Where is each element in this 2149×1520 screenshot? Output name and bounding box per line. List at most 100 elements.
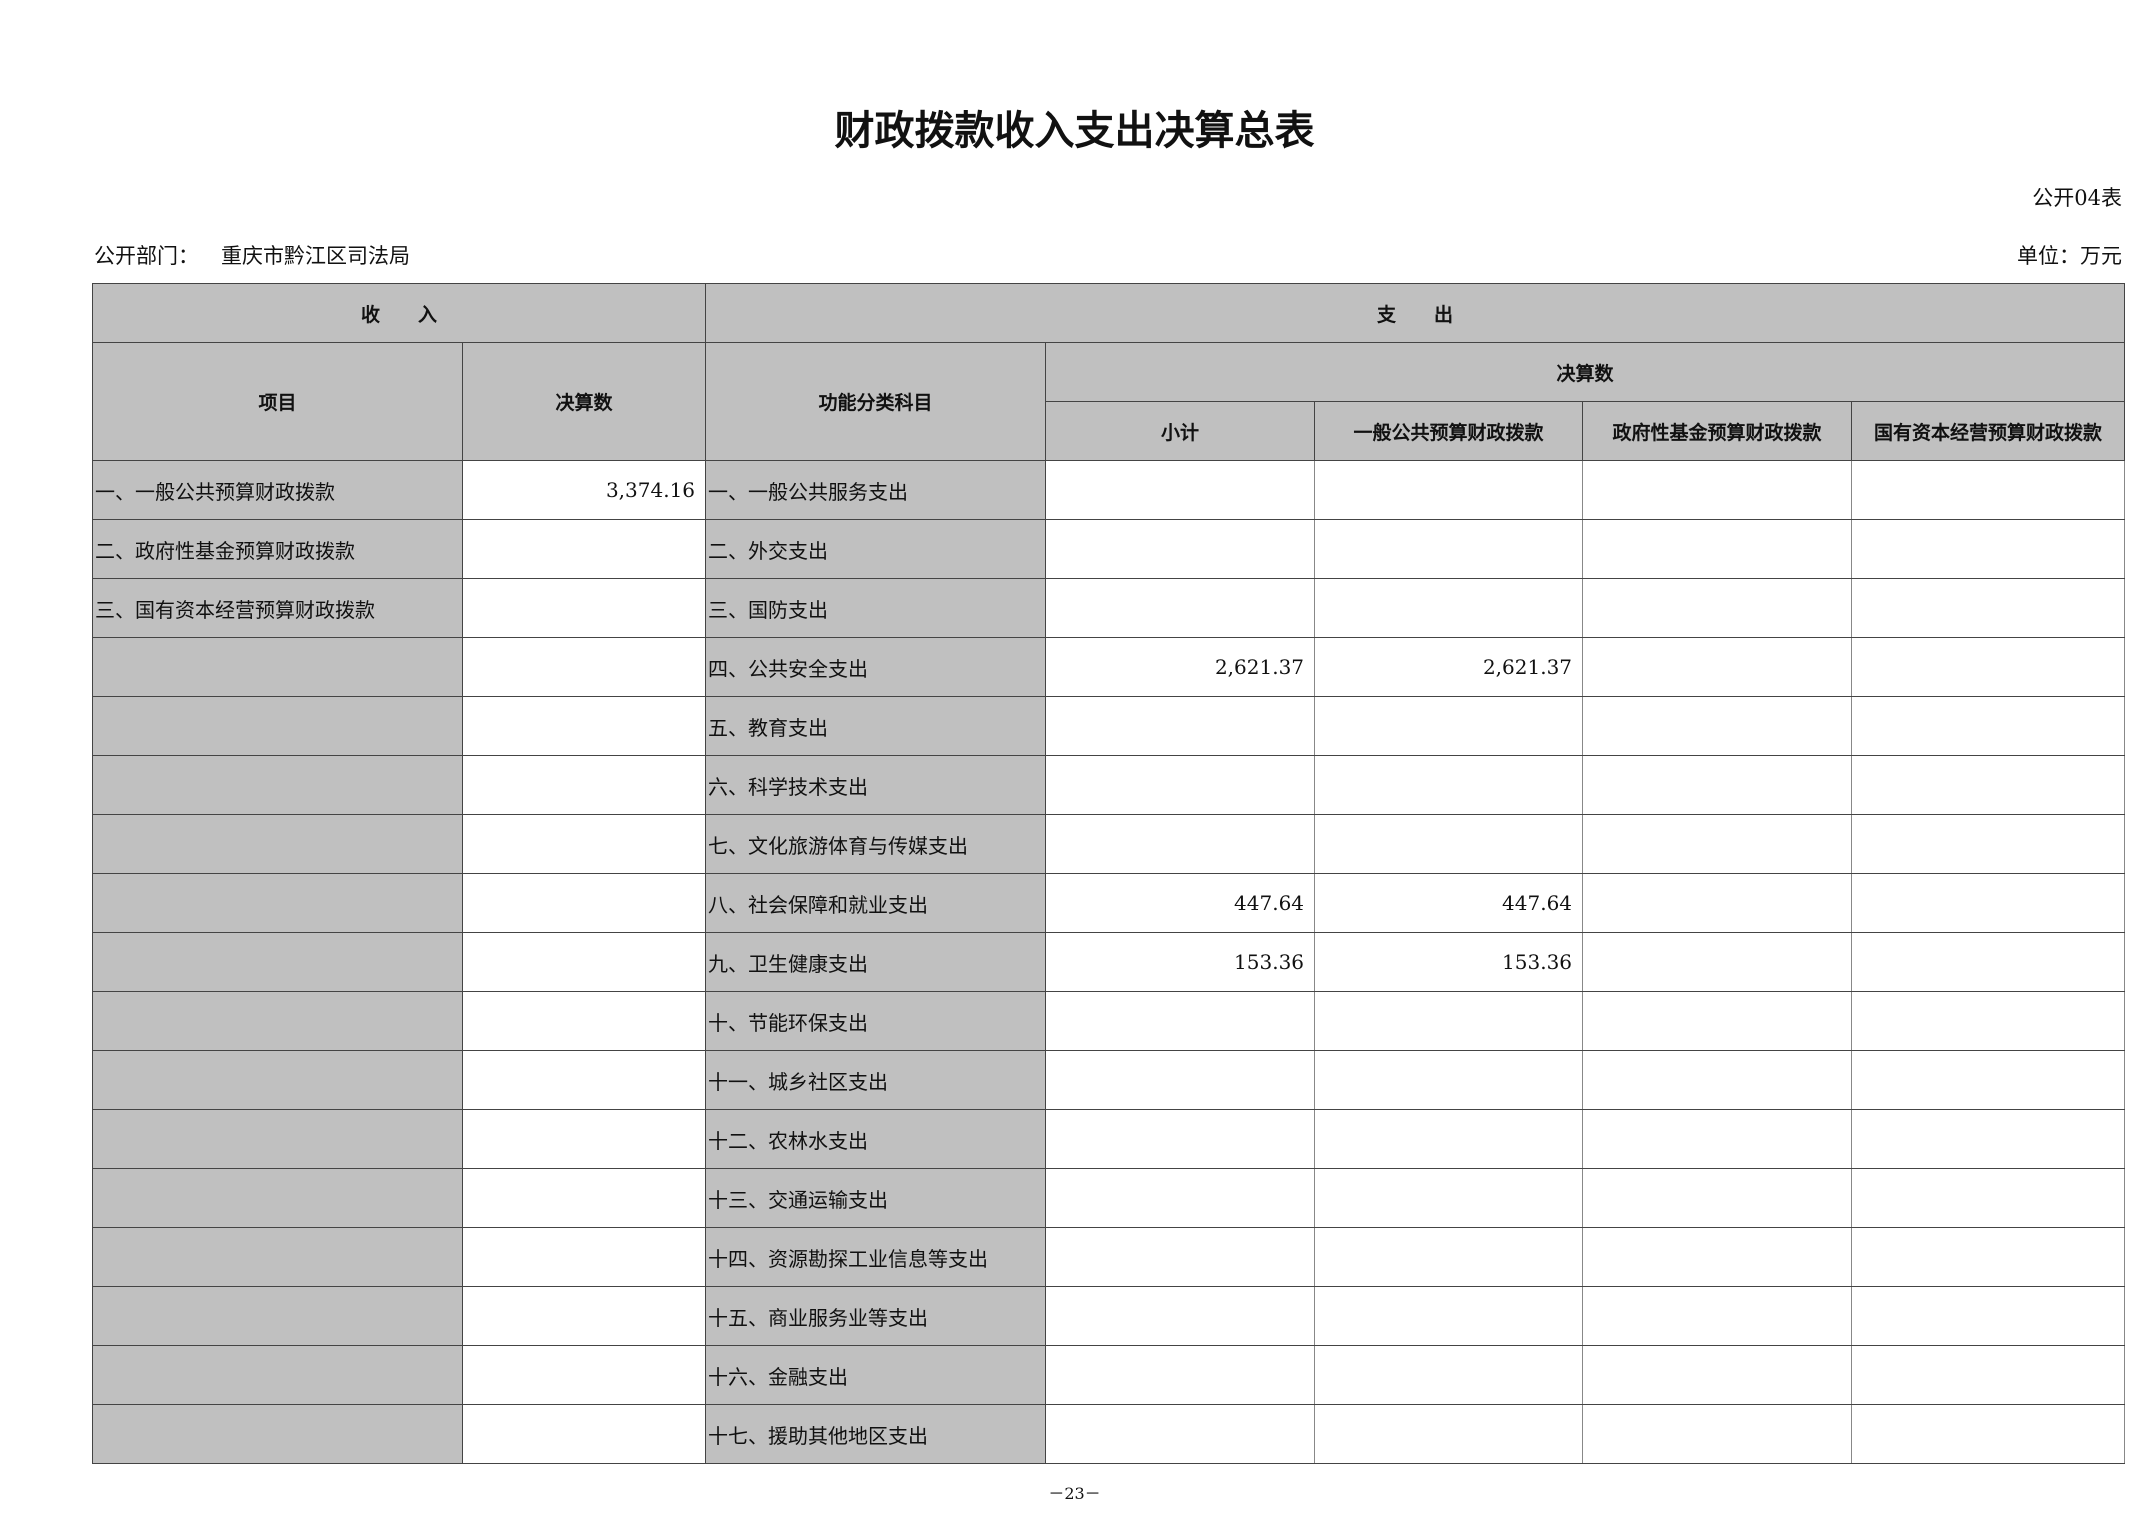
function-category-header: 功能分类科目 xyxy=(705,342,1047,461)
general-public-cell: 2,621.37 xyxy=(1314,637,1584,697)
state-capital-cell xyxy=(1851,696,2126,756)
income-item-cell: 三、国有资本经营预算财政拨款 xyxy=(92,578,463,638)
income-amount-cell xyxy=(461,1345,707,1405)
table-row: 十、节能环保支出 xyxy=(92,991,2126,1051)
table-number: 公开04表 xyxy=(2032,186,2122,210)
income-item-cell xyxy=(92,1345,463,1405)
state-capital-cell xyxy=(1851,932,2126,992)
category-cell: 十、节能环保支出 xyxy=(705,991,1047,1051)
income-amount-cell xyxy=(461,696,707,756)
category-cell: 十三、交通运输支出 xyxy=(705,1168,1047,1228)
government-fund-cell xyxy=(1582,1227,1853,1287)
general-public-cell: 153.36 xyxy=(1314,932,1584,992)
header-row-2: 项目 决算数 功能分类科目 决算数 xyxy=(92,342,2126,461)
general-public-cell xyxy=(1314,1227,1584,1287)
income-amount-cell: 3,374.16 xyxy=(461,460,707,520)
subtotal-cell xyxy=(1045,460,1316,520)
subtotal-cell xyxy=(1045,755,1316,815)
income-item-cell xyxy=(92,991,463,1051)
government-fund-cell xyxy=(1582,932,1853,992)
income-amount-cell xyxy=(461,814,707,874)
table-row: 八、社会保障和就业支出 447.64 447.64 xyxy=(92,873,2126,933)
state-capital-header: 国有资本经营预算财政拨款 xyxy=(1851,401,2126,461)
table-row: 一、一般公共预算财政拨款 3,374.16 一、一般公共服务支出 xyxy=(92,460,2126,520)
final-amount-header: 决算数 xyxy=(1045,342,2126,402)
income-amount-cell xyxy=(461,755,707,815)
income-amount-cell xyxy=(461,1404,707,1464)
category-cell: 二、外交支出 xyxy=(705,519,1047,579)
general-public-cell xyxy=(1314,578,1584,638)
government-fund-cell xyxy=(1582,637,1853,697)
state-capital-cell xyxy=(1851,1286,2126,1346)
income-amount-cell xyxy=(461,991,707,1051)
subtotal-cell: 447.64 xyxy=(1045,873,1316,933)
subtotal-cell xyxy=(1045,696,1316,756)
category-cell: 十二、农林水支出 xyxy=(705,1109,1047,1169)
category-cell: 三、国防支出 xyxy=(705,578,1047,638)
category-cell: 九、卫生健康支出 xyxy=(705,932,1047,992)
expense-header: 支 出 xyxy=(705,283,2126,343)
income-amount-cell xyxy=(461,519,707,579)
category-cell: 十一、城乡社区支出 xyxy=(705,1050,1047,1110)
income-item-cell xyxy=(92,755,463,815)
header-row-1: 收 入 支 出 xyxy=(91,283,2126,343)
subtotal-cell: 2,621.37 xyxy=(1045,637,1316,697)
subtotal-cell xyxy=(1045,1109,1316,1169)
government-fund-cell xyxy=(1582,1109,1853,1169)
general-public-header: 一般公共预算财政拨款 xyxy=(1314,401,1584,461)
category-cell: 五、教育支出 xyxy=(705,696,1047,756)
state-capital-cell xyxy=(1851,578,2126,638)
income-item-cell xyxy=(92,1404,463,1464)
amount-header: 决算数 xyxy=(461,342,707,461)
department-name: 重庆市黔江区司法局 xyxy=(221,244,410,268)
general-public-cell xyxy=(1314,1168,1584,1228)
table-row: 十二、农林水支出 xyxy=(92,1109,2126,1169)
subtotal-cell xyxy=(1045,1050,1316,1110)
state-capital-cell xyxy=(1851,519,2126,579)
state-capital-cell xyxy=(1851,1404,2126,1464)
subtotal-cell: 153.36 xyxy=(1045,932,1316,992)
subtotal-cell xyxy=(1045,814,1316,874)
income-amount-cell xyxy=(461,1168,707,1228)
category-cell: 八、社会保障和就业支出 xyxy=(705,873,1047,933)
category-cell: 十四、资源勘探工业信息等支出 xyxy=(705,1227,1047,1287)
subtotal-cell xyxy=(1045,578,1316,638)
general-public-cell xyxy=(1314,1286,1584,1346)
subtotal-cell xyxy=(1045,991,1316,1051)
government-fund-cell xyxy=(1582,578,1853,638)
government-fund-cell xyxy=(1582,1286,1853,1346)
income-item-cell xyxy=(92,873,463,933)
income-item-cell xyxy=(92,637,463,697)
page-number: －23－ xyxy=(1048,1484,1101,1503)
general-public-cell: 447.64 xyxy=(1314,873,1584,933)
subtotal-cell xyxy=(1045,1345,1316,1405)
government-fund-cell xyxy=(1582,1345,1853,1405)
subtotal-cell xyxy=(1045,1168,1316,1228)
table-row: 二、政府性基金预算财政拨款 二、外交支出 xyxy=(92,519,2126,579)
subtotal-cell xyxy=(1045,1286,1316,1346)
state-capital-cell xyxy=(1851,1345,2126,1405)
income-item-cell xyxy=(92,932,463,992)
general-public-cell xyxy=(1314,519,1584,579)
income-item-cell xyxy=(92,1050,463,1110)
government-fund-header: 政府性基金预算财政拨款 xyxy=(1582,401,1853,461)
state-capital-cell xyxy=(1851,991,2126,1051)
income-item-cell xyxy=(92,1109,463,1169)
table-row: 四、公共安全支出 2,621.37 2,621.37 xyxy=(92,637,2126,697)
government-fund-cell xyxy=(1582,460,1853,520)
category-cell: 六、科学技术支出 xyxy=(705,755,1047,815)
income-item-cell: 二、政府性基金预算财政拨款 xyxy=(92,519,463,579)
government-fund-cell xyxy=(1582,873,1853,933)
table-row: 十七、援助其他地区支出 xyxy=(92,1404,2126,1464)
income-amount-cell xyxy=(461,1050,707,1110)
income-amount-cell xyxy=(461,932,707,992)
income-item-cell xyxy=(92,696,463,756)
table-row: 三、国有资本经营预算财政拨款 三、国防支出 xyxy=(92,578,2126,638)
category-cell: 七、文化旅游体育与传媒支出 xyxy=(705,814,1047,874)
department-line: 公开部门： 重庆市黔江区司法局 xyxy=(94,240,432,270)
table-row: 十四、资源勘探工业信息等支出 xyxy=(92,1227,2126,1287)
general-public-cell xyxy=(1314,991,1584,1051)
income-amount-cell xyxy=(461,1109,707,1169)
general-public-cell xyxy=(1314,755,1584,815)
income-amount-cell xyxy=(461,637,707,697)
